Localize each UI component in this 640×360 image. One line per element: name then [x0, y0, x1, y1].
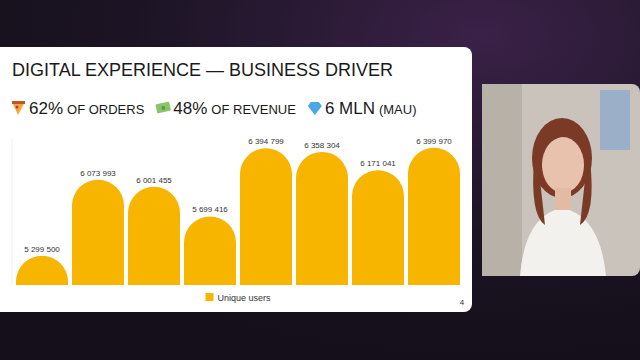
bar — [16, 256, 68, 285]
highlight-text: OF REVENUE — [211, 102, 296, 117]
face — [542, 137, 584, 193]
data-label: 5 299 500 — [24, 245, 60, 254]
axis-line — [12, 138, 13, 285]
bars — [16, 148, 460, 285]
panel-decor — [600, 90, 630, 150]
data-label: 6 001 455 — [136, 176, 172, 185]
highlight-value: 6 MLN — [325, 99, 375, 118]
hair — [532, 118, 592, 198]
presenter-panel — [482, 84, 640, 276]
bar — [240, 148, 292, 285]
highlight-text: (MAU) — [379, 102, 417, 117]
data-label: 6 394 799 — [248, 137, 284, 146]
bar — [72, 180, 124, 285]
data-label: 6 073 993 — [80, 169, 116, 178]
highlight-value: 48% — [173, 99, 207, 118]
icon-pizza — [12, 101, 25, 115]
data-label: 6 358 304 — [304, 141, 340, 150]
fringe — [542, 128, 586, 145]
panel-bg — [482, 84, 640, 276]
neck — [555, 188, 571, 210]
icon-gem — [308, 102, 322, 115]
bar — [352, 170, 404, 285]
legend: Unique users — [205, 293, 271, 303]
slide-card — [0, 47, 472, 312]
data-label: 6 171 041 — [360, 159, 396, 168]
data-label: 6 399 970 — [416, 137, 452, 146]
page-number: 4 — [460, 298, 465, 307]
legend-label: Unique users — [217, 293, 271, 303]
highlight-value: 62% — [29, 99, 63, 118]
bar — [408, 148, 460, 285]
bar — [184, 216, 236, 285]
canvas: DIGITAL EXPERIENCE — BUSINESS DRIVER 62% O… — [0, 0, 640, 360]
panel-shade — [482, 84, 522, 276]
title: DIGITAL EXPERIENCE — BUSINESS DRIVER — [12, 60, 393, 80]
data-label: 5 699 416 — [192, 205, 228, 214]
legend-swatch — [205, 293, 213, 301]
pizza-crust — [12, 101, 25, 104]
bar — [128, 187, 180, 285]
gem — [308, 102, 322, 115]
bill-mark — [161, 106, 165, 110]
pizza-topping — [16, 106, 19, 109]
shirt — [520, 208, 606, 276]
highlight-text: OF ORDERS — [67, 102, 145, 117]
bar — [296, 152, 348, 285]
bill — [155, 102, 171, 114]
pizza-slice — [12, 102, 25, 115]
icon-money — [155, 102, 171, 114]
